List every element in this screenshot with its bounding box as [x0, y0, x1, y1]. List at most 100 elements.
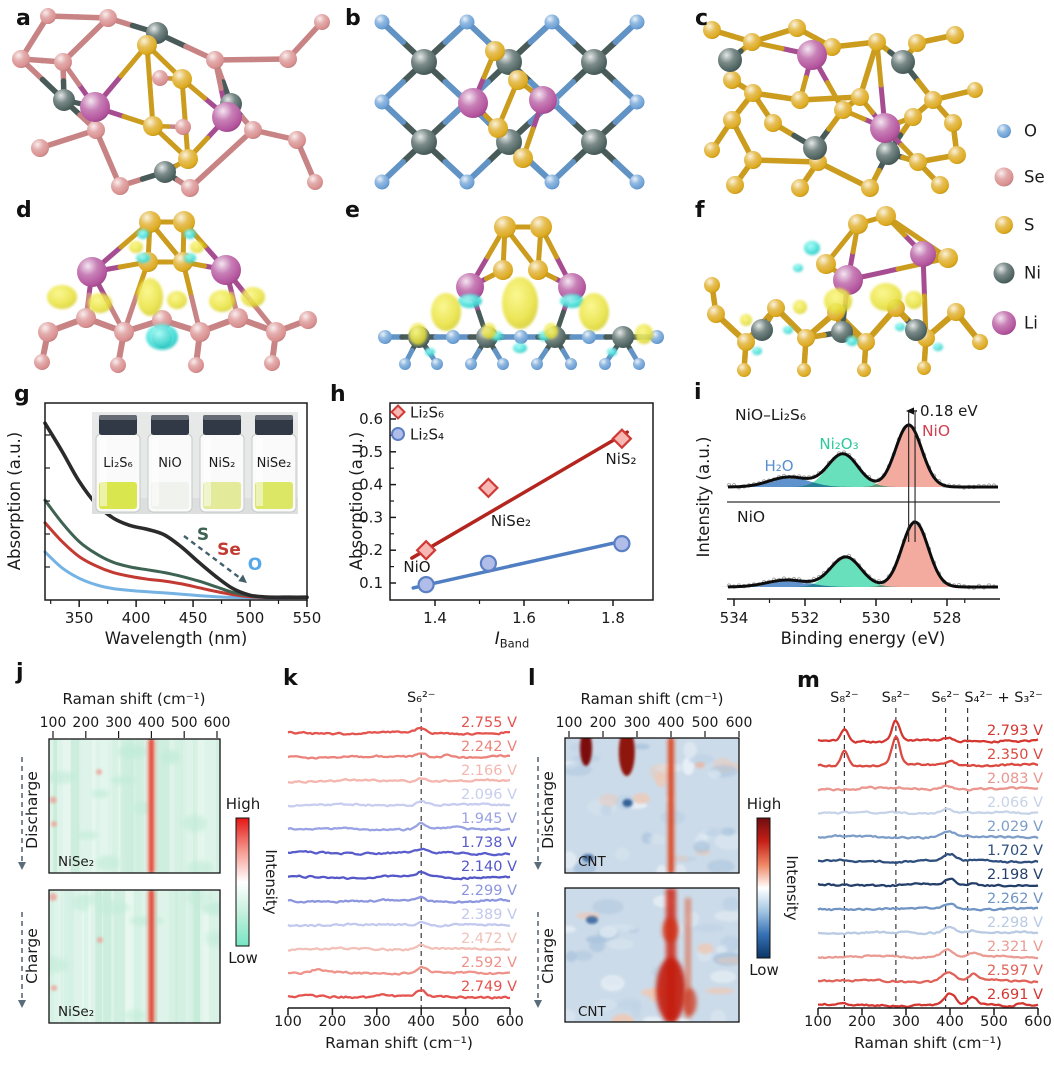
- heatmap-frame: [564, 887, 740, 1023]
- anion-label-O: O: [248, 555, 262, 575]
- atom-S: [904, 108, 922, 126]
- y-tick-label: 0.3: [359, 508, 383, 526]
- atom-S: [995, 216, 1013, 234]
- heatmap-texture: [614, 847, 630, 861]
- material-label: NiSe₂: [58, 854, 94, 870]
- atom-O: [465, 358, 477, 370]
- raman-trace: [817, 784, 1039, 792]
- atom-O: [431, 358, 443, 370]
- x-tick-label: 100: [274, 1014, 302, 1030]
- voltage-label: 1.945 V: [461, 811, 517, 827]
- atom-Ni: [803, 136, 827, 160]
- dark-spot: [586, 916, 598, 924]
- charge-depletion-blob: [895, 323, 905, 331]
- x-tick-label: 532: [791, 609, 820, 627]
- atom-O: [374, 94, 390, 110]
- shift-arrowhead: [906, 407, 914, 415]
- charge-accumulation-blob: [47, 285, 77, 309]
- heatmap-texture: [714, 832, 739, 850]
- atom-S: [743, 33, 761, 51]
- x-tick-label: 400: [658, 715, 685, 731]
- x-tick-label: 300: [363, 1014, 391, 1030]
- direction-label-Charge: Charge: [23, 928, 41, 984]
- charge-depletion-blob: [804, 241, 820, 255]
- heatmap-texture: [194, 739, 205, 873]
- data-point-diamond: [415, 539, 437, 561]
- x-tick-label: 1.6: [512, 609, 536, 627]
- charge-accumulation-blob: [137, 278, 163, 316]
- raman-trace: [817, 948, 1039, 960]
- x-tick-label: 1.8: [601, 609, 625, 627]
- heatmap-texture: [110, 776, 137, 785]
- vial-liquid: [255, 482, 293, 509]
- heatmap-texture: [112, 739, 119, 873]
- spectrum-label: NiO–Li₂S₆: [735, 406, 806, 424]
- heatmap-spot: [49, 796, 57, 804]
- heatmap-texture: [565, 950, 577, 963]
- voltage-label: 2.793 V: [987, 723, 1043, 739]
- atom-Se: [264, 355, 280, 371]
- x-tick-label: 100: [556, 715, 583, 731]
- species-label: S₈²⁻: [882, 690, 910, 706]
- heatmap-texture: [157, 739, 170, 873]
- y-tick-label: 0.4: [359, 476, 383, 494]
- legend-label-Li: Li: [1024, 314, 1038, 333]
- heatmap-texture: [68, 890, 75, 1023]
- atom-Se: [188, 357, 204, 373]
- data-point-diamond: [477, 477, 499, 499]
- atom-O: [633, 358, 645, 370]
- heatmap-texture: [168, 890, 178, 1023]
- raman-trace: [287, 777, 511, 784]
- atom-S: [172, 69, 192, 89]
- vial-highlight: [100, 438, 107, 506]
- heatmap-texture: [611, 1013, 635, 1022]
- material-label: NiSe₂: [58, 1004, 94, 1020]
- heatmap-texture: [117, 744, 147, 759]
- data-point-circle: [479, 554, 497, 572]
- atom-S: [704, 142, 720, 158]
- vial-liquid: [203, 482, 241, 509]
- atom-Ni: [891, 50, 915, 74]
- raman-band-400-core: [149, 739, 154, 873]
- charge-depletion-blob: [513, 343, 527, 353]
- xps-peak-fill-H₂O: [715, 580, 860, 587]
- atom-Se: [994, 167, 1014, 187]
- x-tick-label: 500: [692, 715, 719, 731]
- heatmap-texture: [182, 814, 207, 832]
- atom-S: [909, 153, 927, 171]
- atom-S: [857, 363, 871, 377]
- atom-O: [459, 174, 475, 190]
- atom-Se: [244, 121, 262, 139]
- direction-arrowhead: [18, 862, 26, 870]
- charge-depletion-blob: [607, 348, 617, 356]
- atom-Ni: [154, 161, 176, 183]
- atom-S: [704, 277, 720, 293]
- voltage-label: 2.321 V: [987, 939, 1043, 955]
- atom-S: [823, 38, 841, 56]
- panel-letter-d: d: [16, 198, 32, 223]
- atom-S: [137, 35, 157, 55]
- panel-h-scatter-chart: 1.4 1.6 1.8 0.1 0.2 0.3 0.4 0.5 0.6 NiO NiSe₂ NiS₂ L…: [347, 402, 654, 651]
- atom-O: [629, 94, 645, 110]
- atom-O: [374, 174, 390, 190]
- atom-O: [582, 330, 596, 344]
- x-tick-label: 500: [452, 1014, 480, 1030]
- raman-trace: [287, 726, 511, 736]
- panel-letter-k: k: [283, 666, 298, 691]
- atom-S: [816, 254, 836, 274]
- voltage-label: 2.389 V: [461, 907, 517, 923]
- heatmap-texture: [125, 890, 131, 1023]
- charge-accumulation-blob: [482, 323, 496, 339]
- atom-O: [629, 14, 645, 30]
- colorbar: [235, 817, 250, 947]
- heatmap-frame: [48, 889, 221, 1024]
- species-label: S₆²⁻: [407, 690, 435, 706]
- y-tick-label: 0.1: [359, 574, 383, 592]
- heatmap-texture: [706, 859, 735, 873]
- atom-Se: [299, 311, 317, 329]
- direction-label-Charge: Charge: [539, 928, 557, 984]
- panel-f-charge-density-nis2: [704, 206, 988, 377]
- heatmap-texture: [673, 864, 687, 873]
- heatmap-texture: [49, 956, 69, 974]
